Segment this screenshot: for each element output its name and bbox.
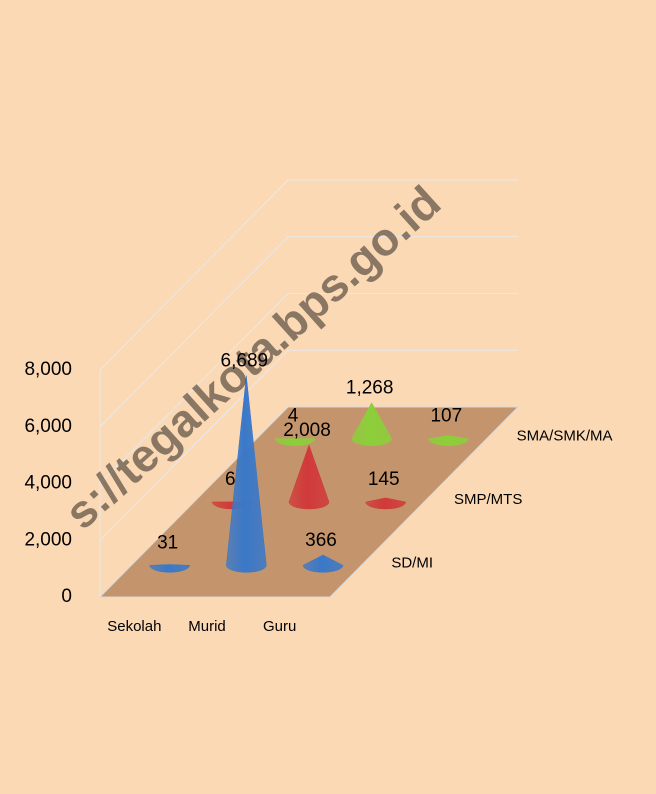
data-label: 145 bbox=[368, 469, 400, 490]
cone bbox=[365, 497, 406, 510]
data-label: 107 bbox=[430, 406, 462, 427]
x-tick-label: Guru bbox=[263, 618, 296, 635]
grid-line bbox=[99, 236, 518, 428]
y-tick-label: 0 bbox=[61, 586, 72, 607]
data-label: 366 bbox=[305, 530, 337, 551]
cone bbox=[149, 564, 190, 573]
x-tick-label: Murid bbox=[188, 618, 226, 635]
series-label: SD/MI bbox=[391, 554, 433, 571]
cone bbox=[274, 438, 316, 446]
grid-line bbox=[99, 293, 518, 484]
cone bbox=[302, 554, 344, 573]
data-label: 4 bbox=[288, 406, 299, 427]
series-label: SMP/MTS bbox=[454, 491, 522, 508]
cone bbox=[288, 444, 330, 510]
grid-line bbox=[99, 179, 518, 371]
series-label: SMA/SMK/MA bbox=[517, 428, 613, 445]
cone bbox=[428, 435, 469, 446]
cone bbox=[351, 402, 392, 446]
data-label: 6,689 bbox=[221, 351, 269, 372]
grid-line bbox=[99, 349, 518, 541]
data-label: 1,268 bbox=[346, 378, 394, 399]
data-label: 2,008 bbox=[283, 420, 331, 441]
cone bbox=[226, 375, 267, 573]
y-tick-label: 4,000 bbox=[24, 473, 72, 494]
y-tick-label: 2,000 bbox=[24, 529, 72, 550]
data-label: 6 bbox=[225, 469, 236, 490]
data-label: 31 bbox=[157, 532, 178, 553]
y-tick-label: 6,000 bbox=[24, 416, 72, 437]
y-tick-label: 8,000 bbox=[24, 359, 72, 380]
x-tick-label: Sekolah bbox=[107, 618, 161, 635]
